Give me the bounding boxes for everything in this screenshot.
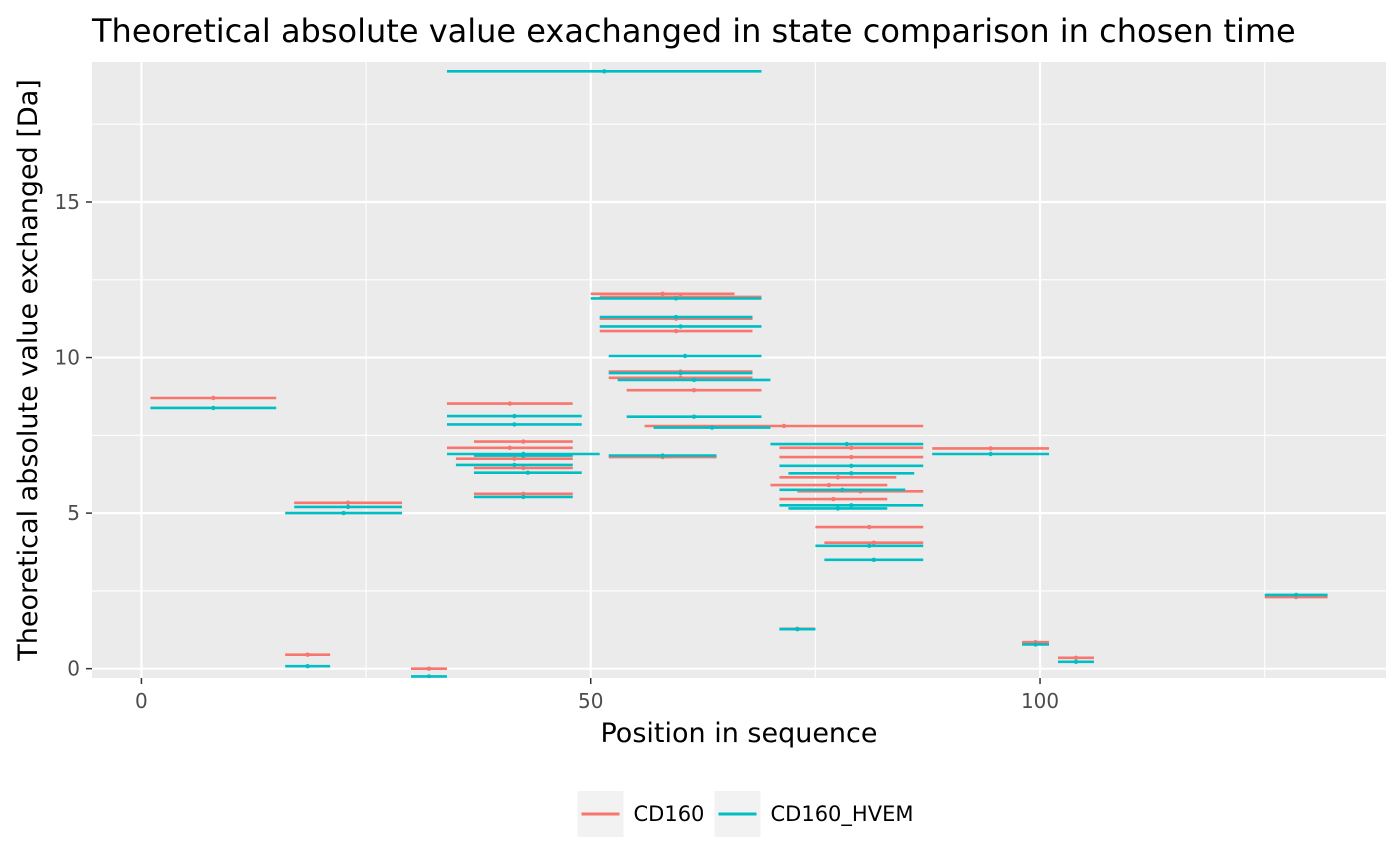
series-CD160_HVEM — [150, 69, 1328, 678]
point-CD160-10 — [521, 491, 526, 497]
point-CD160_HVEM-11 — [525, 470, 531, 475]
point-CD160_HVEM-20 — [709, 425, 715, 430]
point-CD160_HVEM-32 — [1033, 642, 1038, 647]
point-CD160-20 — [849, 454, 854, 460]
point-CD160-8 — [521, 439, 526, 444]
point-CD160_HVEM-10 — [512, 462, 517, 468]
x-tick-label: 100 — [1021, 689, 1059, 713]
point-CD160-29 — [988, 446, 993, 451]
point-CD160-2 — [345, 500, 351, 506]
point-CD160_HVEM-17 — [678, 370, 683, 376]
point-CD160-26 — [867, 524, 872, 530]
point-CD160_HVEM-23 — [849, 463, 854, 469]
point-CD160-7 — [512, 456, 517, 461]
point-CD160_HVEM-0 — [211, 405, 216, 411]
point-CD160-31 — [1073, 655, 1079, 660]
legend-label: CD160 — [634, 802, 705, 826]
point-CD160_HVEM-4 — [426, 674, 432, 678]
point-CD160-17 — [691, 388, 697, 393]
legend: CD160 CD160_HVEM — [577, 791, 914, 837]
point-CD160-9 — [521, 465, 526, 471]
point-CD160-5 — [507, 401, 513, 406]
point-CD160_HVEM-16 — [682, 353, 688, 359]
legend-item-CD160: CD160 — [577, 791, 705, 837]
point-CD160-4 — [602, 57, 606, 61]
legend-item-CD160_HVEM: CD160_HVEM — [714, 791, 914, 837]
plot-panel — [92, 62, 1386, 678]
x-tick-label: 0 — [135, 689, 148, 713]
point-CD160_HVEM-33 — [1073, 659, 1079, 665]
point-CD160_HVEM-13 — [673, 296, 679, 301]
chart-title: Theoretical absolute value exachanged in… — [91, 12, 1296, 50]
point-CD160-14 — [673, 328, 679, 334]
point-CD160-0 — [211, 395, 216, 401]
x-axis-title: Position in sequence — [600, 718, 877, 749]
point-CD160_HVEM-6 — [512, 413, 517, 419]
point-CD160_HVEM-22 — [844, 441, 850, 447]
point-CD160_HVEM-24 — [849, 471, 854, 476]
point-CD160_HVEM-3 — [345, 504, 351, 510]
point-CD160-11 — [660, 291, 665, 296]
x-axis: 0 50 100 — [135, 678, 1059, 713]
point-CD160-19 — [781, 423, 787, 429]
y-tick-label: 10 — [55, 346, 80, 370]
point-CD160-21 — [849, 445, 854, 450]
point-CD160_HVEM-9 — [521, 453, 526, 458]
point-CD160_HVEM-19 — [691, 414, 697, 419]
point-CD160-27 — [871, 540, 876, 545]
point-CD160_HVEM-26 — [849, 503, 854, 508]
legend-label: CD160_HVEM — [771, 802, 914, 827]
point-CD160-3 — [426, 666, 432, 671]
y-tick-label: 15 — [55, 190, 80, 214]
series-CD160 — [150, 57, 1328, 671]
point-CD160_HVEM-18 — [691, 377, 697, 383]
point-CD160_HVEM-12 — [521, 494, 526, 500]
point-CD160_HVEM-5 — [602, 69, 607, 74]
point-CD160-6 — [507, 445, 513, 450]
point-CD160_HVEM-25 — [840, 487, 845, 492]
y-axis-title: Theoretical absolute value exchanged [Da… — [13, 79, 44, 662]
grid-minor — [92, 62, 1386, 678]
point-CD160_HVEM-34 — [1293, 592, 1299, 598]
point-CD160-25 — [831, 496, 836, 502]
point-CD160_HVEM-31 — [988, 451, 993, 457]
point-CD160_HVEM-1 — [305, 663, 310, 669]
point-CD160_HVEM-28 — [867, 543, 872, 548]
series-layer — [150, 57, 1328, 678]
point-CD160_HVEM-21 — [660, 453, 665, 458]
point-CD160-23 — [826, 482, 832, 488]
point-CD160_HVEM-7 — [512, 422, 517, 427]
point-CD160-22 — [835, 475, 841, 480]
point-CD160_HVEM-14 — [673, 314, 679, 320]
y-tick-label: 5 — [67, 501, 80, 525]
y-tick-label: 0 — [67, 657, 80, 681]
point-CD160_HVEM-2 — [341, 510, 346, 516]
x-tick-label: 50 — [578, 689, 603, 713]
point-CD160_HVEM-30 — [795, 626, 800, 632]
y-axis: 0 5 10 15 — [55, 190, 92, 681]
point-CD160_HVEM-15 — [678, 324, 683, 329]
point-CD160_HVEM-29 — [871, 557, 876, 562]
point-CD160_HVEM-27 — [835, 506, 841, 511]
point-CD160-1 — [305, 652, 310, 657]
